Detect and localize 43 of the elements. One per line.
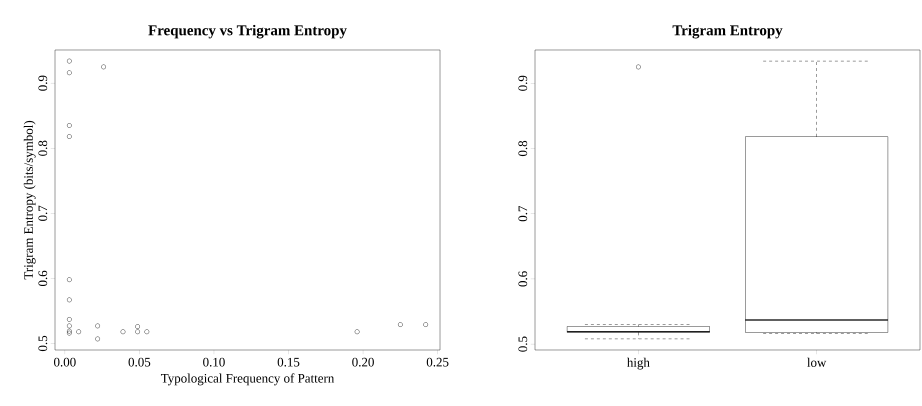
point bbox=[66, 277, 72, 282]
point bbox=[66, 330, 72, 336]
point bbox=[66, 58, 72, 64]
point bbox=[66, 324, 72, 328]
point bbox=[135, 329, 140, 334]
x-tick-label: 0.10 bbox=[203, 358, 225, 367]
y-tick-label: 0.6 bbox=[38, 270, 48, 286]
point bbox=[66, 123, 72, 128]
point bbox=[95, 324, 100, 328]
x-tick-label: 0.15 bbox=[278, 358, 300, 367]
point bbox=[66, 328, 72, 334]
x-tick-label: 0.05 bbox=[128, 358, 150, 367]
chart-title: Trigram Entropy bbox=[672, 24, 783, 38]
point bbox=[66, 70, 72, 76]
y-tick-label: 0.5 bbox=[38, 336, 48, 352]
y-tick-label: 0.8 bbox=[38, 140, 48, 156]
y-tick-label: 0.7 bbox=[38, 206, 48, 221]
point bbox=[66, 317, 72, 322]
x-axis-title: Typological Frequency of Pattern bbox=[160, 373, 334, 386]
x-tick-label: low bbox=[807, 358, 826, 367]
y-tick-label: 0.9 bbox=[38, 76, 48, 91]
point bbox=[423, 322, 428, 328]
point bbox=[101, 64, 106, 70]
chart-title: Frequency vs Trigram Entropy bbox=[148, 24, 347, 38]
point bbox=[354, 329, 360, 334]
x-tick-label: 0.20 bbox=[352, 358, 374, 367]
point bbox=[76, 329, 82, 334]
y-tick-label: 0.7 bbox=[518, 206, 528, 222]
point bbox=[398, 322, 403, 328]
y-tick-label: 0.6 bbox=[518, 271, 528, 287]
x-tick-label: 0.00 bbox=[54, 358, 76, 367]
point bbox=[144, 329, 150, 334]
y-axis-title: Trigram Entropy (bits/symbol) bbox=[24, 120, 36, 280]
point bbox=[95, 336, 100, 342]
point bbox=[66, 297, 72, 302]
y-tick-label: 0.5 bbox=[518, 336, 528, 352]
point bbox=[135, 324, 140, 329]
y-tick-label: 0.8 bbox=[518, 140, 528, 156]
point bbox=[120, 329, 126, 334]
y-tick-label: 0.9 bbox=[518, 76, 528, 91]
point bbox=[66, 134, 72, 139]
x-tick-label: 0.25 bbox=[426, 358, 448, 367]
x-tick-label: high bbox=[627, 358, 650, 370]
